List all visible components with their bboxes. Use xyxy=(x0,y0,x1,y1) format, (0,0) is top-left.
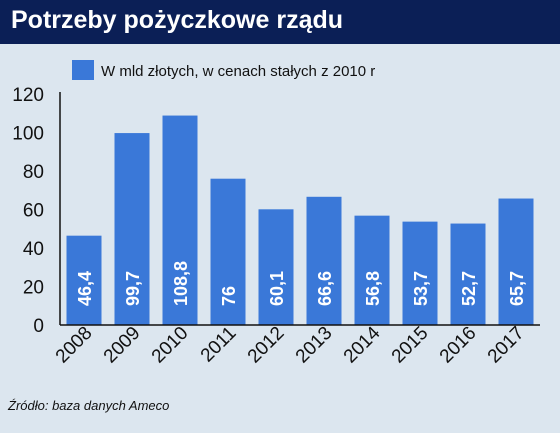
bar-chart: 0 20 40 60 80 100 120 46,4 2008 99,7 2009 108,8 2010… xyxy=(12,60,540,368)
bar-data-label: 60,1 xyxy=(267,271,287,306)
legend-swatch xyxy=(72,60,94,80)
x-tick-label: 2009 xyxy=(100,323,145,368)
bar-data-label: 56,8 xyxy=(363,271,383,306)
chart-title: Potrzeby pożyczkowe rządu xyxy=(11,6,344,34)
bar xyxy=(162,115,198,325)
bar-data-label: 53,7 xyxy=(411,271,431,306)
y-tick-label: 60 xyxy=(23,201,44,222)
bar xyxy=(114,133,150,325)
source-note: Źródło: baza danych Ameco xyxy=(8,398,170,413)
y-tick-label: 120 xyxy=(12,85,44,106)
bar xyxy=(210,178,246,325)
bar-data-label: 65,7 xyxy=(507,271,527,306)
x-tick-label: 2014 xyxy=(340,322,385,367)
y-tick-label: 80 xyxy=(23,162,44,183)
bar xyxy=(498,198,534,325)
x-tick-label: 2015 xyxy=(388,323,433,368)
x-tick-label: 2010 xyxy=(148,323,193,368)
y-tick-label: 100 xyxy=(12,124,44,145)
chart-area: 0 20 40 60 80 100 120 46,4 2008 99,7 2009 108,8 2010… xyxy=(0,44,560,428)
bar xyxy=(402,221,438,325)
x-tick-label: 2016 xyxy=(436,323,481,368)
bar xyxy=(258,209,294,325)
bar-data-label: 108,8 xyxy=(171,261,191,306)
bar xyxy=(66,235,102,325)
bar xyxy=(450,223,486,325)
y-tick-label: 40 xyxy=(23,239,44,260)
bar xyxy=(306,196,342,325)
bar xyxy=(354,215,390,325)
bar-data-label: 52,7 xyxy=(459,271,479,306)
bar-data-label: 76 xyxy=(219,286,239,306)
y-tick-label: 20 xyxy=(23,278,44,299)
bar-data-label: 99,7 xyxy=(123,271,143,306)
x-tick-label: 2017 xyxy=(484,323,529,368)
bar-data-label: 46,4 xyxy=(75,271,95,306)
x-tick-label: 2012 xyxy=(244,323,289,368)
y-tick-label: 0 xyxy=(33,316,44,337)
x-tick-label: 2013 xyxy=(292,323,337,368)
x-tick-label: 2011 xyxy=(197,323,241,367)
title-bar: Potrzeby pożyczkowe rządu xyxy=(0,0,560,44)
bar-data-label: 66,6 xyxy=(315,271,335,306)
legend-label: W mld złotych, w cenach stałych z 2010 r xyxy=(101,63,375,80)
x-tick-label: 2008 xyxy=(52,323,97,368)
